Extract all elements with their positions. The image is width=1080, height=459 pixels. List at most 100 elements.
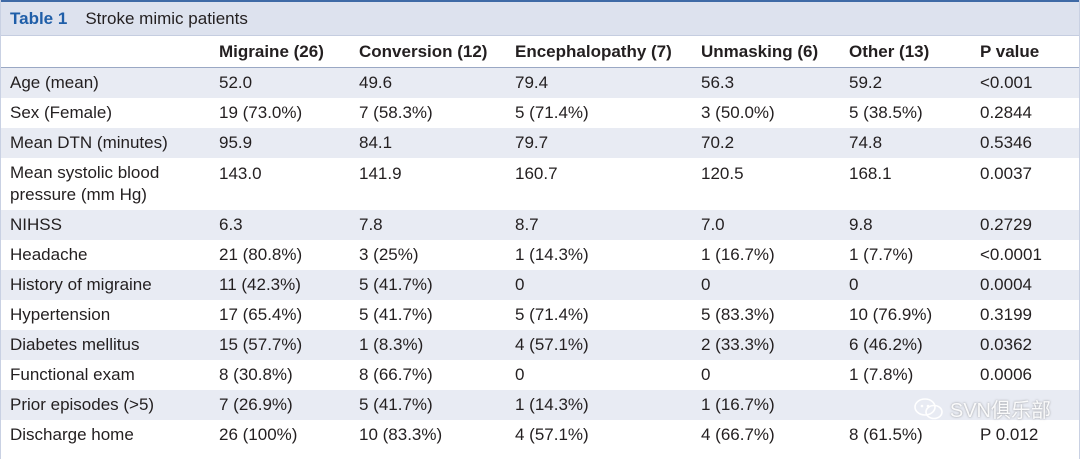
- conversion-cell: 7 (58.3%): [359, 102, 433, 122]
- table-row: Headache 21 (80.8%) 3 (25%) 1 (14.3%) 1 (16.…: [1, 240, 1079, 270]
- migraine-cell: 19 (73.0%): [219, 102, 303, 122]
- other-cell: 74.8: [849, 132, 883, 152]
- conversion-cell: 5 (41.7%): [359, 304, 433, 324]
- unmasking-cell: 2 (33.3%): [701, 334, 775, 354]
- conversion-cell: 84.1: [359, 132, 393, 152]
- table-row: History of migraine 11 (42.3%) 5 (41.7%) 0 0…: [1, 269, 1079, 300]
- other-cell: 168.1: [849, 163, 892, 183]
- p-value-cell: <0.0001: [980, 244, 1042, 264]
- encephalopathy-cell: 5 (71.4%): [515, 102, 589, 122]
- table-row: Functional exam 8 (30.8%) 8 (66.7%) 0 0 1 (7.…: [1, 360, 1079, 390]
- row-label: Headache: [10, 244, 88, 264]
- unmasking-cell: 0: [701, 274, 711, 294]
- unmasking-cell: 70.2: [701, 132, 735, 152]
- unmasking-cell: 5 (83.3%): [701, 304, 775, 324]
- other-cell: 6 (46.2%): [849, 334, 923, 354]
- p-value-cell: 0.0004: [980, 274, 1032, 294]
- unmasking-cell: 3 (50.0%): [701, 102, 775, 122]
- other-cell: 0: [849, 274, 859, 294]
- p-value-cell: <0.001: [980, 72, 1033, 92]
- p-value-cell: 0.0037: [980, 163, 1032, 183]
- encephalopathy-cell: 1 (14.3%): [515, 244, 589, 264]
- p-value-cell: 0.2729: [980, 214, 1032, 234]
- column-header-conversion: Conversion (12): [347, 36, 499, 68]
- column-header-migraine: Migraine (26): [207, 36, 347, 68]
- conversion-cell: 5 (41.7%): [359, 394, 433, 414]
- encephalopathy-cell: 1 (14.3%): [515, 394, 589, 414]
- migraine-cell: 21 (80.8%): [219, 244, 303, 264]
- p-value-cell: [974, 390, 1079, 420]
- row-label: Prior episodes (>5): [10, 394, 155, 414]
- other-cell: 59.2: [849, 72, 883, 92]
- migraine-cell: 17 (65.4%): [219, 304, 303, 324]
- migraine-cell: 52.0: [219, 72, 253, 92]
- encephalopathy-cell: 79.7: [515, 132, 549, 152]
- other-cell: 5 (38.5%): [849, 102, 923, 122]
- migraine-cell: 7 (26.9%): [219, 394, 293, 414]
- p-value-cell: 0.5346: [980, 132, 1032, 152]
- encephalopathy-cell: 0: [515, 274, 525, 294]
- other-cell: 1 (7.7%): [849, 244, 914, 264]
- conversion-cell: 10 (83.3%): [359, 424, 443, 444]
- conversion-cell: 8 (66.7%): [359, 364, 433, 384]
- data-table: Migraine (26) Conversion (12) Encephalop…: [1, 36, 1079, 450]
- unmasking-cell: 0: [701, 364, 711, 384]
- column-header-p-value: P value: [974, 36, 1079, 68]
- table-row: Sex (Female) 19 (73.0%) 7 (58.3%) 5 (71.4%)…: [1, 98, 1079, 128]
- row-label: Sex (Female): [10, 102, 113, 122]
- p-value-cell: 0.0362: [980, 334, 1032, 354]
- encephalopathy-cell: 4 (57.1%): [515, 334, 589, 354]
- p-value-cell: 0.2844: [980, 102, 1032, 122]
- encephalopathy-cell: 5 (71.4%): [515, 304, 589, 324]
- migraine-cell: 15 (57.7%): [219, 334, 303, 354]
- other-cell: 10 (76.9%): [849, 304, 933, 324]
- table-title: Stroke mimic patients: [85, 8, 248, 28]
- migraine-cell: 26 (100%): [219, 424, 298, 444]
- unmasking-cell: 1 (16.7%): [701, 394, 775, 414]
- row-label: Diabetes mellitus: [10, 334, 140, 354]
- table-row: NIHSS 6.3 7.8 8.7 7.0 9.8 0.2729: [1, 209, 1079, 240]
- table-number: Table 1: [10, 8, 68, 28]
- row-label: History of migraine: [10, 274, 152, 294]
- migraine-cell: 11 (42.3%): [219, 274, 301, 294]
- header-row: Migraine (26) Conversion (12) Encephalop…: [1, 36, 1079, 68]
- migraine-cell: 6.3: [219, 214, 243, 234]
- migraine-cell: 143.0: [219, 163, 262, 183]
- column-header-unmasking: Unmasking (6): [691, 36, 841, 68]
- table-caption: Table 1 Stroke mimic patients: [1, 0, 1079, 36]
- conversion-cell: 3 (25%): [359, 244, 419, 264]
- row-label: Age (mean): [10, 72, 99, 92]
- other-cell: 9.8: [849, 214, 873, 234]
- row-label: Mean systolic blood pressure (mm Hg): [10, 162, 160, 204]
- column-header-encephalopathy: Encephalopathy (7): [499, 36, 691, 68]
- conversion-cell: 49.6: [359, 72, 393, 92]
- conversion-cell: 7.8: [359, 214, 383, 234]
- p-value-cell: 0.0006: [980, 364, 1032, 384]
- column-header: [1, 36, 207, 68]
- migraine-cell: 8 (30.8%): [219, 364, 293, 384]
- table-row: Mean DTN (minutes) 95.9 84.1 79.7 70.2 74.8 0.…: [1, 127, 1079, 158]
- table-row: Mean systolic blood pressure (mm Hg) 143.…: [1, 158, 1079, 210]
- table-row: Hypertension 17 (65.4%) 5 (41.7%) 5 (71.4%)…: [1, 300, 1079, 330]
- migraine-cell: 95.9: [219, 132, 253, 152]
- p-value-cell: 0.3199: [980, 304, 1032, 324]
- table-row: Prior episodes (>5) 7 (26.9%) 5 (41.7%) 1 (…: [1, 389, 1079, 420]
- column-header-other: Other (13): [841, 36, 974, 68]
- conversion-cell: 5 (41.7%): [359, 274, 433, 294]
- table-row: Discharge home 26 (100%) 10 (83.3%) 4 (57.1…: [1, 420, 1079, 450]
- other-cell: 8 (61.5%): [849, 424, 923, 444]
- row-label: NIHSS: [10, 214, 62, 234]
- conversion-cell: 141.9: [359, 163, 402, 183]
- unmasking-cell: 4 (66.7%): [701, 424, 775, 444]
- table-row: Diabetes mellitus 15 (57.7%) 1 (8.3%) 4 (57…: [1, 329, 1079, 360]
- unmasking-cell: 120.5: [701, 163, 744, 183]
- encephalopathy-cell: 160.7: [515, 163, 558, 183]
- unmasking-cell: 1 (16.7%): [701, 244, 775, 264]
- encephalopathy-cell: 79.4: [515, 72, 549, 92]
- encephalopathy-cell: 0: [515, 364, 525, 384]
- conversion-cell: 1 (8.3%): [359, 334, 424, 354]
- row-label: Mean DTN (minutes): [10, 132, 168, 152]
- encephalopathy-cell: 8.7: [515, 214, 539, 234]
- table-body: Age (mean) 52.0 49.6 79.4 56.3 59.2 <0.001 Sex …: [1, 67, 1079, 450]
